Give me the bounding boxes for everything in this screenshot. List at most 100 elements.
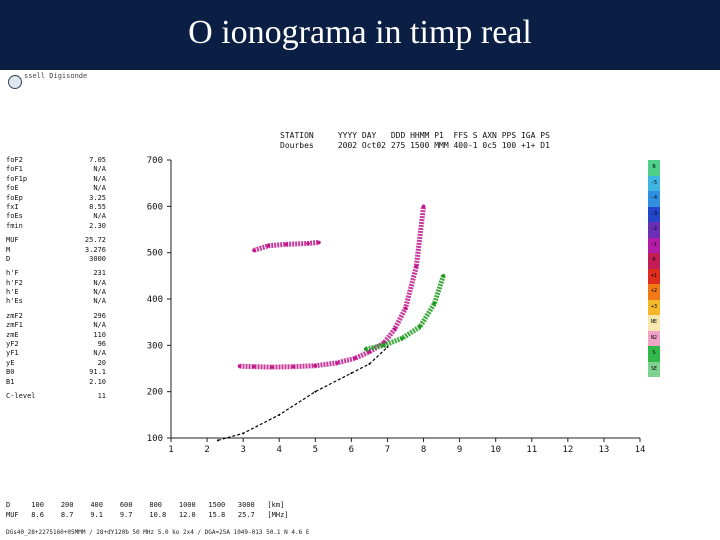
axn-label: AXN xyxy=(482,131,497,140)
iga-value: +1+ xyxy=(520,141,536,150)
param-row: zmE 110 xyxy=(6,331,106,340)
data-point xyxy=(368,362,371,365)
x-tick-label: 11 xyxy=(526,445,537,455)
param-row: M 3.276 xyxy=(6,246,106,255)
data-point xyxy=(314,390,317,393)
param-value: N/A xyxy=(93,288,106,297)
ffs-value: 400-1 xyxy=(453,141,478,150)
y-tick-label: 400 xyxy=(147,295,163,305)
x-tick-label: 8 xyxy=(421,445,426,455)
p1-label: P1 xyxy=(434,131,444,140)
ps-label: PS xyxy=(540,131,550,140)
param-label: h'Es xyxy=(6,297,23,306)
param-row: D 3000 xyxy=(6,255,106,264)
y-tick-label: 600 xyxy=(147,202,163,212)
param-label: h'F2 xyxy=(6,278,23,287)
param-label: foF2 xyxy=(6,156,23,164)
data-point xyxy=(317,240,321,245)
distance-value: [km] xyxy=(267,501,297,509)
data-point xyxy=(291,364,296,369)
data-point xyxy=(441,274,446,278)
x-tick-label: 13 xyxy=(599,445,610,455)
muf-value: 25.7 xyxy=(237,511,268,519)
y-tick-label: 700 xyxy=(147,156,163,166)
distance-value: 600 xyxy=(119,501,150,509)
muf-value: 9.7 xyxy=(119,511,150,519)
colorscale-cell: +3 xyxy=(648,299,660,315)
ffs-label: FFS xyxy=(453,131,468,140)
param-label: B1 xyxy=(6,377,15,386)
param-label: C-level xyxy=(6,391,36,400)
colorscale-cell: -5 xyxy=(648,175,660,191)
param-value: N/A xyxy=(93,165,106,174)
distance-value: 3000 xyxy=(237,501,268,509)
y-tick-label: 100 xyxy=(147,434,163,444)
trace-x-trace xyxy=(365,275,446,352)
param-value: 231 xyxy=(93,269,106,278)
data-point xyxy=(414,264,419,269)
distance-value: 1000 xyxy=(178,501,209,509)
slide-title: O ionograma in timp real xyxy=(188,14,532,51)
pps-label: PPS xyxy=(501,131,517,140)
data-point xyxy=(252,364,256,369)
data-point xyxy=(252,248,256,253)
param-label: foE xyxy=(6,184,19,193)
distance-row: D 100 200 400 600 800 1000 1500 3000 [km… xyxy=(6,500,297,510)
x-tick-label: 1 xyxy=(168,445,173,455)
param-label: MUF xyxy=(6,236,19,245)
data-point xyxy=(266,243,271,248)
x-tick-label: 3 xyxy=(240,445,245,455)
param-row: B0 91.1 xyxy=(6,368,106,377)
param-value: N/A xyxy=(93,349,106,358)
x-tick-label: 9 xyxy=(457,445,462,455)
param-row: zmF2 296 xyxy=(6,312,106,321)
param-value: 3.276 xyxy=(84,245,106,254)
data-point xyxy=(216,439,219,442)
colorscale-cell: -3 xyxy=(648,206,660,222)
param-label: foF1 xyxy=(6,165,23,174)
colorscale-cell: -2 xyxy=(648,222,660,238)
hhmm-value: 1500 xyxy=(410,141,430,150)
param-row: h'E N/A xyxy=(6,288,106,297)
param-value: 25.72 xyxy=(84,236,106,245)
param-value: 3.25 xyxy=(89,193,106,202)
station-value: Dourbes xyxy=(280,141,314,150)
p1-value: MMM xyxy=(434,141,449,150)
s-label: S xyxy=(472,131,478,140)
colorscale-cell: +2 xyxy=(648,284,660,300)
hhmm-label: HHMM xyxy=(410,131,430,140)
data-point xyxy=(382,343,386,348)
param-row: foF2 7.05 xyxy=(6,156,106,165)
distance-value: 800 xyxy=(149,501,179,509)
station-header: STATION YYYY DAY DDD HHMM P1 FFS S AXN P… xyxy=(280,131,550,151)
data-point xyxy=(306,241,310,246)
param-value: 3000 xyxy=(89,254,106,263)
muf-row: MUF 8.6 8.7 9.1 9.7 10.8 12.0 15.8 25.7 … xyxy=(6,510,297,520)
param-row: fxI 8.55 xyxy=(6,203,106,212)
parameter-table: foF2 7.05 foF1 N/A foF1p N/A foE N/A foEp 3.25 fxI… xyxy=(6,156,106,401)
data-point xyxy=(386,346,389,349)
color-scale: N -5 -4 -3 -2 -1 0 +1 +2 +3 NE N2 S SE xyxy=(648,160,660,377)
param-label: M xyxy=(6,245,11,254)
app-globe-icon[interactable] xyxy=(8,75,22,89)
param-row: h'Es N/A xyxy=(6,297,106,306)
colorscale-cell: N2 xyxy=(648,330,660,346)
ddd-label: DDD xyxy=(390,131,406,140)
param-value: N/A xyxy=(93,212,106,221)
param-value: N/A xyxy=(93,278,106,287)
param-row: MUF 25.72 xyxy=(6,236,106,245)
pps-value: 100 xyxy=(501,141,517,150)
param-value: 2.10 xyxy=(89,377,106,386)
distance-value: 1500 xyxy=(208,501,238,509)
app-name: ssell Digisonde xyxy=(24,72,88,80)
param-label: h'E xyxy=(6,288,19,297)
data-point xyxy=(335,361,339,365)
colorscale-cell: S xyxy=(648,346,660,362)
x-tick-label: 5 xyxy=(313,445,318,455)
param-label: B0 xyxy=(6,368,15,377)
muf-value: 9.1 xyxy=(90,511,120,519)
param-label: h'F xyxy=(6,269,19,278)
muf-value: [MHz] xyxy=(267,511,297,519)
param-row: foF1p N/A xyxy=(6,175,106,184)
param-label: yF1 xyxy=(6,349,19,358)
